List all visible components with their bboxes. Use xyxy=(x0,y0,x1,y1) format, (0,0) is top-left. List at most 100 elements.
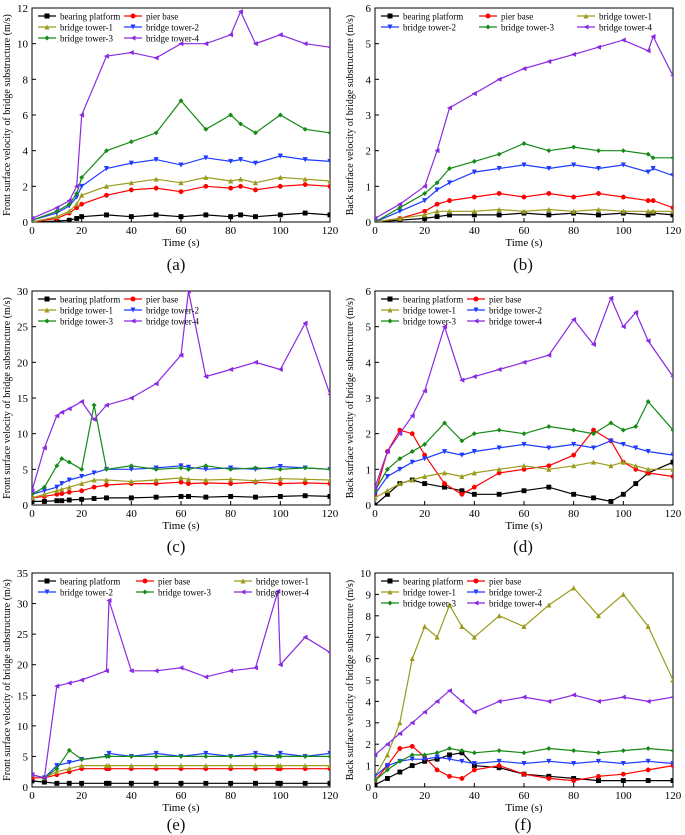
data-point xyxy=(384,487,391,494)
data-point xyxy=(78,677,85,683)
x-tick-label: 0 xyxy=(372,790,378,802)
data-point xyxy=(546,758,552,765)
y-tick-label: 7 xyxy=(366,632,372,644)
y-tick-label: 3 xyxy=(366,718,372,730)
data-point xyxy=(41,445,47,451)
data-point xyxy=(32,488,35,494)
legend-marker xyxy=(473,307,479,313)
caption-c: (c) xyxy=(166,537,186,556)
data-point xyxy=(650,166,656,172)
data-point xyxy=(252,160,259,166)
data-point xyxy=(471,750,477,756)
y-axis-label: Front surface velocity of bridge substru… xyxy=(2,14,13,216)
y-tick-label: 4 xyxy=(366,696,372,708)
data-point xyxy=(521,488,527,494)
data-point xyxy=(178,762,184,769)
data-point xyxy=(327,753,330,759)
data-point xyxy=(153,130,159,136)
y-tick-label: 10 xyxy=(17,721,29,733)
data-point xyxy=(66,765,72,772)
x-tick-label: 120 xyxy=(665,790,682,802)
data-point xyxy=(153,750,159,757)
x-tick-label: 20 xyxy=(76,790,88,802)
data-point xyxy=(521,208,527,214)
data-point xyxy=(434,214,440,220)
legend-marker xyxy=(473,578,479,584)
x-tick-label: 0 xyxy=(29,790,35,802)
data-point xyxy=(252,130,259,136)
data-point xyxy=(596,191,601,196)
data-point xyxy=(471,158,477,164)
data-point xyxy=(571,144,577,150)
data-point xyxy=(91,477,97,483)
data-point xyxy=(228,762,234,769)
data-point xyxy=(521,750,527,756)
x-tick-label: 20 xyxy=(419,225,431,237)
data-point xyxy=(59,481,65,487)
data-point xyxy=(228,178,234,184)
data-point xyxy=(79,780,85,786)
y-tick-label: 5 xyxy=(366,675,372,687)
y-tick-label: 1 xyxy=(366,464,372,476)
legend-label: bridge tower-4 xyxy=(256,588,310,598)
data-point xyxy=(591,427,596,433)
data-point xyxy=(434,148,440,154)
data-point xyxy=(397,431,403,437)
data-point xyxy=(327,130,330,136)
data-point xyxy=(409,431,415,437)
data-point xyxy=(327,651,330,654)
data-point xyxy=(422,473,428,479)
data-point xyxy=(91,484,97,490)
data-point xyxy=(66,484,72,490)
data-point xyxy=(521,140,527,147)
data-point xyxy=(153,466,159,472)
x-tick-label: 40 xyxy=(126,790,138,802)
data-point xyxy=(422,752,428,758)
data-point xyxy=(41,775,47,781)
data-point xyxy=(397,769,403,775)
x-tick-label: 40 xyxy=(126,508,138,520)
data-point xyxy=(302,157,308,163)
data-point xyxy=(128,160,134,166)
series-line-bridge-tower-3 xyxy=(32,99,330,221)
data-point xyxy=(375,773,378,780)
data-point xyxy=(384,752,391,758)
data-point xyxy=(327,466,330,472)
data-point xyxy=(645,758,651,765)
data-point xyxy=(670,677,673,683)
legend-label: bearing platform xyxy=(403,295,463,305)
data-point xyxy=(397,758,403,764)
data-point xyxy=(228,466,234,472)
data-point xyxy=(571,208,577,214)
data-point xyxy=(41,484,47,490)
data-point xyxy=(670,466,673,472)
data-point xyxy=(302,762,308,769)
data-point xyxy=(645,698,651,705)
legend-marker xyxy=(473,296,479,302)
data-point xyxy=(277,780,283,786)
data-point xyxy=(327,158,330,165)
data-point xyxy=(79,183,85,190)
data-point xyxy=(620,208,626,214)
data-point xyxy=(595,166,602,172)
series-line-bearing-platform xyxy=(375,752,673,786)
data-point xyxy=(620,459,626,465)
data-point xyxy=(496,613,502,619)
legend-label: pier base xyxy=(146,12,178,22)
data-point xyxy=(546,745,552,752)
y-tick-label: 0 xyxy=(23,217,29,229)
data-point xyxy=(384,767,390,773)
x-tick-label: 20 xyxy=(76,508,88,520)
data-point xyxy=(650,208,656,214)
y-axis-label: Back surface velocity of bridge substruc… xyxy=(345,298,356,499)
data-point xyxy=(128,214,134,220)
y-tick-label: 3 xyxy=(366,393,372,405)
data-point xyxy=(421,709,428,715)
data-point xyxy=(546,466,552,472)
legend-marker xyxy=(583,13,589,19)
series-line-bridge-tower-1 xyxy=(375,461,673,499)
data-point xyxy=(302,493,308,499)
data-point xyxy=(409,655,415,662)
data-point xyxy=(252,762,259,769)
